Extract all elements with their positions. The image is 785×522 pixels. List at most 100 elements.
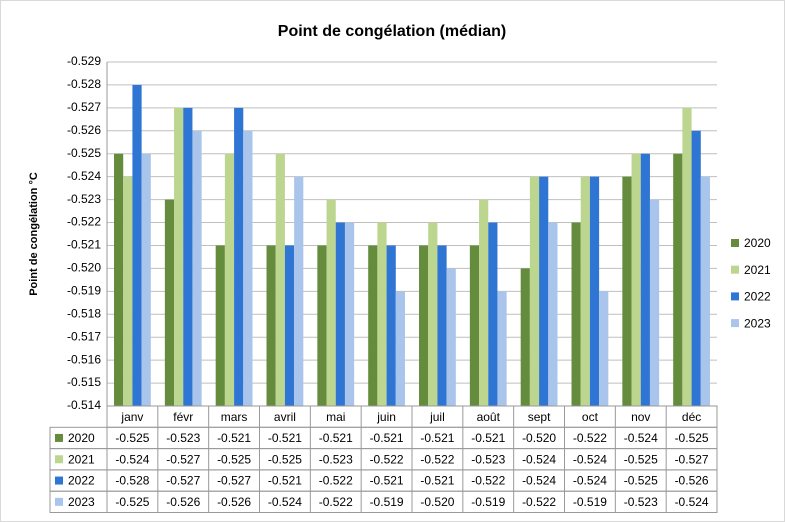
x-tick-label: mars — [221, 410, 248, 424]
table-value: -0.526 — [217, 495, 251, 509]
bar — [215, 245, 225, 406]
legend-key — [731, 292, 739, 301]
x-tick-label: août — [477, 410, 501, 424]
table-value: -0.524 — [675, 495, 709, 509]
table-value: -0.520 — [522, 431, 556, 445]
x-tick-label: sept — [528, 410, 551, 424]
bar — [174, 107, 184, 406]
x-tick-label: juin — [376, 410, 396, 424]
chart-title: Point de congélation (médian) — [278, 23, 506, 40]
table-series-name: 2021 — [68, 452, 95, 466]
x-tick-label: janv — [120, 410, 143, 424]
bar — [488, 222, 498, 406]
table-value: -0.524 — [522, 474, 556, 488]
table-value: -0.523 — [319, 452, 353, 466]
bar — [123, 176, 133, 406]
table-value: -0.521 — [268, 474, 302, 488]
table-value: -0.521 — [370, 431, 404, 445]
y-tick-label: -0.520 — [67, 261, 101, 275]
table-value: -0.520 — [420, 495, 454, 509]
bar — [266, 245, 276, 406]
table-value: -0.522 — [319, 474, 353, 488]
table-value: -0.528 — [115, 474, 149, 488]
bar — [580, 176, 590, 406]
x-tick-label: nov — [631, 410, 650, 424]
bar — [520, 268, 530, 406]
bar — [344, 222, 355, 406]
table-value: -0.523 — [166, 431, 200, 445]
bar — [395, 291, 405, 406]
bar — [335, 222, 345, 406]
x-tick-label: mai — [326, 410, 345, 424]
table-value: -0.519 — [573, 495, 607, 509]
legend-label: 2023 — [744, 316, 771, 330]
bar — [114, 153, 124, 406]
bar — [317, 245, 327, 406]
table-value: -0.527 — [166, 474, 200, 488]
table-legend-key — [55, 476, 63, 485]
x-tick-label: avril — [274, 410, 296, 424]
table-value: -0.524 — [624, 431, 658, 445]
table-value: -0.527 — [166, 452, 200, 466]
legend-label: 2021 — [744, 263, 771, 277]
bar — [649, 199, 660, 406]
table-value: -0.527 — [217, 474, 251, 488]
table-value: -0.525 — [624, 474, 658, 488]
bar — [386, 245, 396, 406]
bar — [326, 199, 336, 406]
legend-key — [731, 265, 739, 274]
bar — [437, 245, 447, 406]
bar — [234, 107, 244, 406]
table-value: -0.522 — [522, 495, 556, 509]
bar — [428, 222, 438, 406]
bar — [243, 130, 253, 407]
bar — [640, 153, 650, 406]
bar — [622, 176, 632, 406]
bar — [224, 153, 235, 406]
table-value: -0.521 — [370, 474, 404, 488]
table-value: -0.522 — [319, 495, 353, 509]
y-tick-label: -0.524 — [67, 169, 101, 183]
table-value: -0.522 — [420, 452, 454, 466]
legend-key — [731, 239, 739, 247]
table-series-name: 2020 — [68, 431, 95, 445]
table-value: -0.524 — [268, 495, 302, 509]
table-series-name: 2022 — [68, 474, 95, 488]
y-tick-label: -0.521 — [67, 238, 101, 252]
y-tick-label: -0.526 — [67, 123, 101, 137]
table-value: -0.524 — [522, 452, 556, 466]
table-value: -0.522 — [370, 452, 404, 466]
table-value: -0.521 — [420, 431, 454, 445]
bar — [275, 153, 285, 406]
bar — [132, 84, 142, 406]
bar — [294, 176, 304, 406]
bar — [673, 153, 683, 406]
y-axis-title: Point de congélation °C — [28, 172, 40, 296]
table-value: -0.526 — [675, 474, 709, 488]
y-tick-label: -0.515 — [67, 375, 101, 389]
bar — [479, 199, 489, 406]
table-value: -0.521 — [268, 431, 302, 445]
y-tick-label: -0.514 — [67, 398, 101, 412]
table-value: -0.525 — [115, 495, 149, 509]
bar — [164, 199, 175, 406]
table-value: -0.523 — [471, 452, 505, 466]
table-value: -0.525 — [624, 452, 658, 466]
table-value: -0.525 — [268, 452, 302, 466]
bar — [691, 130, 701, 407]
y-tick-label: -0.519 — [67, 284, 101, 298]
table-legend-key — [55, 497, 63, 506]
bar — [589, 176, 600, 406]
bar — [497, 291, 507, 406]
x-tick-label: juil — [429, 410, 445, 424]
table-series-name: 2023 — [68, 495, 95, 509]
legend-key — [731, 319, 739, 328]
bar — [571, 222, 581, 406]
y-tick-label: -0.528 — [67, 77, 101, 91]
bar — [539, 176, 549, 406]
table-value: -0.522 — [573, 431, 607, 445]
y-tick-label: -0.517 — [67, 329, 101, 343]
bar — [141, 153, 151, 406]
table-value: -0.519 — [370, 495, 404, 509]
